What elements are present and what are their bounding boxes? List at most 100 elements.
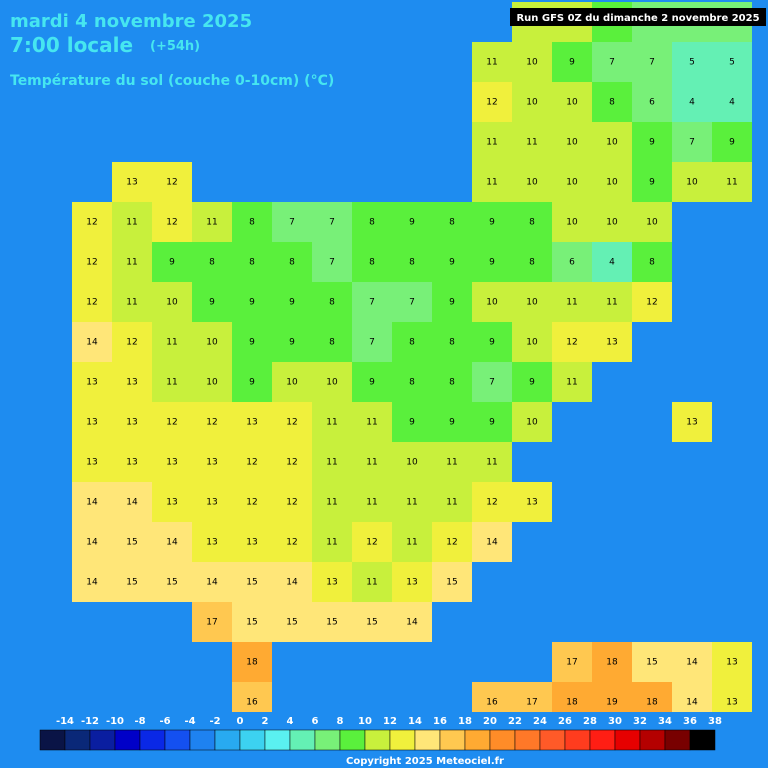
cell — [112, 162, 152, 202]
cell-value: 8 — [329, 298, 335, 308]
cell-value: 10 — [606, 178, 618, 188]
cell-value: 15 — [286, 618, 297, 628]
color-swatch — [414, 729, 441, 751]
cell-value: 11 — [566, 378, 577, 388]
cell-value: 9 — [449, 258, 455, 268]
color-swatch — [639, 729, 666, 751]
cell-value: 11 — [606, 298, 617, 308]
cell-value: 15 — [166, 578, 177, 588]
colorbar-label: -8 — [134, 716, 145, 727]
cell-value: 7 — [289, 218, 295, 228]
cell-value: 7 — [369, 298, 375, 308]
cell-value: 7 — [329, 218, 335, 228]
cell — [712, 642, 752, 682]
cell-value: 11 — [486, 58, 497, 68]
colorbar-label: 0 — [237, 716, 244, 727]
cell — [352, 362, 392, 402]
cell — [552, 642, 592, 682]
cell — [312, 522, 352, 562]
cell-value: 13 — [126, 458, 137, 468]
colorbar-label: 34 — [658, 716, 672, 727]
copyright-bg — [340, 753, 510, 767]
colorbar-label: 16 — [433, 716, 447, 727]
cell — [632, 82, 672, 122]
cell — [72, 322, 112, 362]
cell — [592, 82, 632, 122]
cell — [312, 442, 352, 482]
cell-value: 6 — [649, 98, 655, 108]
cell-value: 14 — [406, 618, 418, 628]
cell-value: 11 — [366, 418, 377, 428]
cell — [312, 602, 352, 642]
cell — [112, 482, 152, 522]
cell — [552, 42, 592, 82]
cell-value: 8 — [409, 258, 415, 268]
cell-value: 8 — [249, 258, 255, 268]
cell-value: 9 — [489, 418, 495, 428]
cell — [552, 202, 592, 242]
cell-value: 5 — [689, 58, 695, 68]
cell — [352, 202, 392, 242]
colorbar-label: 30 — [608, 716, 622, 727]
grid-labels: 1010876611109775512101086441111101097913… — [86, 18, 737, 708]
cell — [72, 442, 112, 482]
cell — [112, 242, 152, 282]
cell-value: 9 — [489, 218, 495, 228]
cell — [592, 282, 632, 322]
cell-value: 9 — [409, 418, 415, 428]
cell — [712, 42, 752, 82]
cell-value: 11 — [406, 538, 417, 548]
cell — [72, 562, 112, 602]
cell-value: 10 — [566, 138, 578, 148]
cell-value: 15 — [326, 618, 337, 628]
cell-value: 19 — [606, 698, 618, 708]
cell — [552, 242, 592, 282]
cell — [192, 362, 232, 402]
cell — [632, 162, 672, 202]
cell-value: 9 — [449, 418, 455, 428]
cell — [392, 602, 432, 642]
color-swatch — [114, 729, 141, 751]
run-box — [510, 8, 766, 26]
cell-value: 9 — [249, 338, 255, 348]
cell — [192, 442, 232, 482]
cell — [152, 482, 192, 522]
color-swatch — [264, 729, 291, 751]
cell — [512, 202, 552, 242]
cell-value: 11 — [726, 178, 737, 188]
cell — [392, 522, 432, 562]
cell — [232, 602, 272, 642]
cell-value: 13 — [246, 538, 257, 548]
cell — [232, 322, 272, 362]
cell-value: 12 — [86, 258, 97, 268]
cell — [592, 202, 632, 242]
colorbar-label: 32 — [633, 716, 647, 727]
cell-value: 17 — [566, 658, 577, 668]
cell-value: 9 — [449, 298, 455, 308]
cell-value: 10 — [526, 98, 538, 108]
colorbar-label: 4 — [287, 716, 294, 727]
cell-value: 11 — [166, 378, 177, 388]
cell-value: 12 — [286, 498, 297, 508]
cell-value: 11 — [446, 458, 457, 468]
cell-value: 11 — [366, 578, 377, 588]
cell-value: 8 — [449, 378, 455, 388]
cell — [152, 442, 192, 482]
color-swatch — [164, 729, 191, 751]
cell — [632, 242, 672, 282]
temperature-field — [72, 2, 752, 722]
cell — [672, 82, 712, 122]
color-swatch — [314, 729, 341, 751]
cell — [632, 42, 672, 82]
cell-value: 12 — [286, 538, 297, 548]
colorbar-label: 8 — [337, 716, 344, 727]
cell-value: 8 — [449, 218, 455, 228]
cell — [232, 282, 272, 322]
cell — [272, 602, 312, 642]
cell — [432, 482, 472, 522]
cell — [192, 482, 232, 522]
cell — [392, 482, 432, 522]
color-swatch — [139, 729, 166, 751]
cell-value: 13 — [206, 538, 217, 548]
cell-value: 17 — [526, 698, 537, 708]
